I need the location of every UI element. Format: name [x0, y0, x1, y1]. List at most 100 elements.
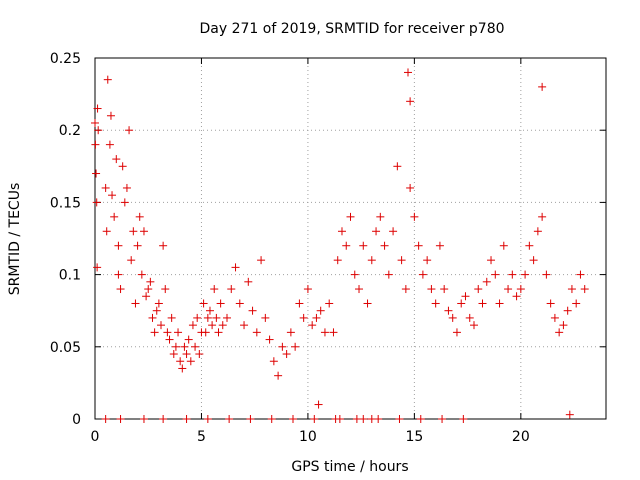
- y-tick-label: 0: [72, 412, 81, 428]
- data-point: [406, 183, 415, 192]
- data-point: [186, 357, 195, 366]
- data-point: [240, 321, 249, 330]
- y-tick-label: 0.2: [59, 123, 81, 139]
- data-point: [403, 68, 412, 77]
- data-point: [105, 140, 114, 149]
- data-point: [312, 313, 321, 322]
- y-axis-label: SRMTID / TECUs: [7, 183, 23, 296]
- grid-lines: [95, 58, 606, 419]
- data-point: [393, 162, 402, 171]
- data-point: [182, 350, 191, 359]
- data-point: [246, 415, 255, 423]
- data-point: [580, 285, 589, 294]
- data-point: [184, 335, 193, 344]
- data-point: [320, 328, 329, 337]
- y-tick-label: 0.25: [50, 51, 81, 67]
- data-point: [469, 321, 478, 330]
- data-point: [203, 415, 212, 423]
- data-point: [342, 241, 351, 250]
- data-point: [512, 292, 521, 301]
- data-point: [431, 299, 440, 308]
- data-point: [101, 415, 110, 423]
- data-point: [227, 285, 236, 294]
- data-point: [106, 111, 115, 120]
- data-point: [333, 256, 342, 265]
- data-point: [139, 227, 148, 236]
- chart-title: Day 271 of 2019, SRMTID for receiver p78…: [199, 21, 504, 37]
- data-point: [261, 313, 270, 322]
- data-point: [418, 270, 427, 279]
- data-point: [188, 321, 197, 330]
- data-point: [248, 306, 257, 315]
- data-point: [125, 126, 134, 135]
- x-axis-label: GPS time / hours: [291, 459, 408, 475]
- data-point: [157, 321, 166, 330]
- data-point: [478, 299, 487, 308]
- y-tick-label: 0.05: [50, 340, 81, 356]
- data-point: [92, 198, 101, 207]
- data-point: [118, 162, 127, 171]
- data-point: [252, 328, 261, 337]
- data-point: [567, 285, 576, 294]
- data-point: [94, 126, 103, 135]
- data-point: [131, 299, 140, 308]
- data-point: [384, 270, 393, 279]
- data-point: [376, 212, 385, 221]
- data-point: [465, 313, 474, 322]
- data-point: [525, 241, 534, 250]
- data-point: [142, 292, 151, 301]
- data-point: [482, 277, 491, 286]
- data-point: [355, 285, 364, 294]
- data-point: [303, 285, 312, 294]
- data-point: [93, 263, 102, 272]
- data-point: [335, 415, 344, 423]
- data-point: [150, 328, 159, 337]
- data-point: [274, 371, 283, 380]
- axis-ticks: 0 5 10 15 20 0 0.05 0.1 0.15 0.2 0.25: [50, 51, 606, 445]
- data-point: [114, 241, 123, 250]
- data-point: [325, 299, 334, 308]
- data-point: [116, 415, 125, 423]
- data-point: [139, 415, 148, 423]
- data-point: [91, 140, 100, 149]
- data-point: [452, 328, 461, 337]
- data-point: [154, 299, 163, 308]
- data-point: [208, 321, 217, 330]
- data-point: [101, 183, 110, 192]
- data-point: [389, 227, 398, 236]
- data-point: [282, 350, 291, 359]
- data-point: [127, 256, 136, 265]
- data-point: [438, 415, 447, 423]
- data-point: [286, 328, 295, 337]
- data-point: [491, 270, 500, 279]
- data-point: [448, 313, 457, 322]
- data-point: [278, 342, 287, 351]
- data-point: [521, 270, 530, 279]
- data-point: [499, 241, 508, 250]
- data-point: [563, 306, 572, 315]
- data-point: [205, 306, 214, 315]
- data-point: [161, 285, 170, 294]
- data-point: [423, 256, 432, 265]
- data-point: [212, 313, 221, 322]
- data-point: [395, 415, 404, 423]
- data-point: [359, 415, 368, 423]
- data-point: [461, 292, 470, 301]
- data-point: [159, 415, 168, 423]
- x-tick-label: 10: [299, 429, 317, 445]
- data-point: [363, 299, 372, 308]
- data-point: [135, 212, 144, 221]
- data-point: [214, 328, 223, 337]
- data-point: [165, 335, 174, 344]
- data-point: [329, 328, 338, 337]
- data-point: [316, 306, 325, 315]
- data-point: [110, 212, 119, 221]
- data-point: [457, 299, 466, 308]
- data-point: [435, 241, 444, 250]
- data-point: [167, 313, 176, 322]
- data-point: [444, 306, 453, 315]
- data-point: [508, 270, 517, 279]
- data-point: [565, 410, 574, 419]
- data-point: [289, 415, 298, 423]
- data-point: [108, 191, 117, 200]
